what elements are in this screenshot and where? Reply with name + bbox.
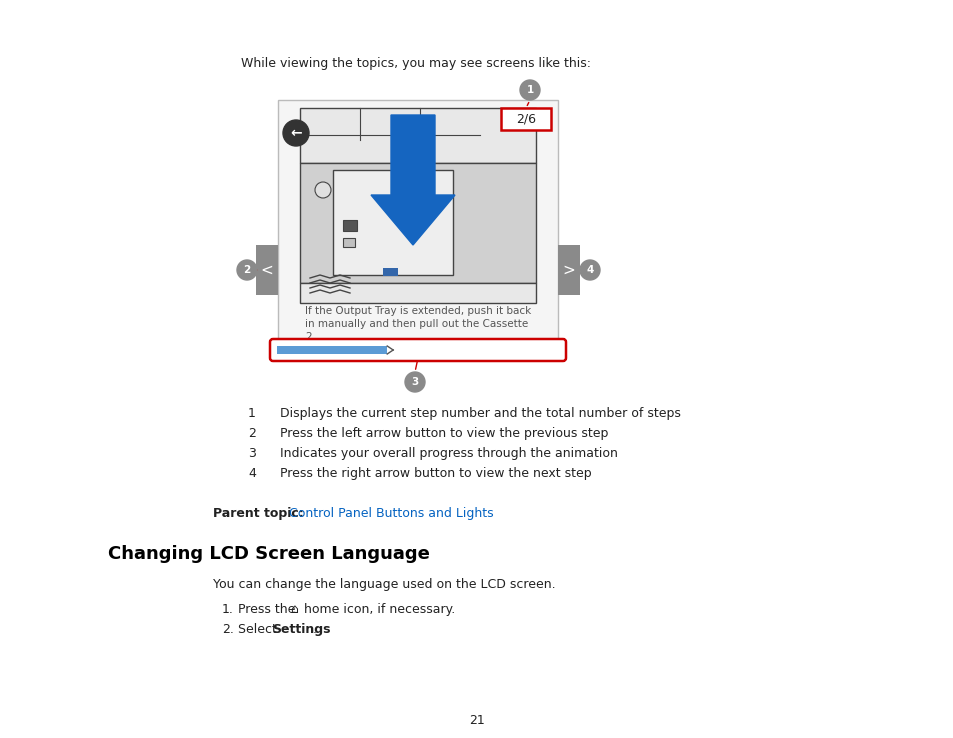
FancyBboxPatch shape [299,108,536,163]
Polygon shape [371,115,455,245]
Text: ⌂: ⌂ [290,603,297,616]
Text: 4: 4 [586,265,593,275]
Text: If the Output Tray is extended, push it back
in manually and then pull out the C: If the Output Tray is extended, push it … [305,306,531,342]
Text: Press the: Press the [237,603,299,616]
Text: 1: 1 [248,407,255,420]
Text: ←: ← [290,126,301,140]
Text: 1.: 1. [222,603,233,616]
Text: 3: 3 [248,447,255,460]
Text: Displays the current step number and the total number of steps: Displays the current step number and the… [280,407,680,420]
Text: 1: 1 [526,85,533,95]
FancyBboxPatch shape [277,100,558,350]
Text: You can change the language used on the LCD screen.: You can change the language used on the … [213,578,555,591]
Text: .: . [313,623,316,636]
FancyBboxPatch shape [343,238,355,247]
Text: Changing LCD Screen Language: Changing LCD Screen Language [108,545,430,563]
Circle shape [579,260,599,280]
FancyBboxPatch shape [255,245,277,295]
Text: While viewing the topics, you may see screens like this:: While viewing the topics, you may see sc… [241,57,590,70]
Circle shape [519,80,539,100]
Text: Select: Select [237,623,280,636]
Text: 2: 2 [243,265,251,275]
Text: Press the right arrow button to view the next step: Press the right arrow button to view the… [280,467,591,480]
Text: <: < [260,263,274,277]
FancyBboxPatch shape [276,346,387,354]
FancyBboxPatch shape [299,163,536,283]
Text: 4: 4 [248,467,255,480]
Text: 2.: 2. [222,623,233,636]
Text: 3: 3 [411,377,418,387]
Text: home icon, if necessary.: home icon, if necessary. [299,603,455,616]
Text: Control Panel Buttons and Lights: Control Panel Buttons and Lights [289,507,493,520]
Circle shape [236,260,256,280]
Text: Parent topic:: Parent topic: [213,507,308,520]
Text: 2/6: 2/6 [516,112,536,125]
FancyBboxPatch shape [500,108,551,130]
FancyBboxPatch shape [270,339,565,361]
Text: Press the left arrow button to view the previous step: Press the left arrow button to view the … [280,427,608,440]
Circle shape [405,372,424,392]
FancyBboxPatch shape [333,170,453,275]
Circle shape [314,182,331,198]
Text: 21: 21 [469,714,484,727]
FancyBboxPatch shape [299,283,536,303]
Text: 2: 2 [248,427,255,440]
FancyBboxPatch shape [558,245,579,295]
FancyBboxPatch shape [343,220,356,231]
FancyBboxPatch shape [382,268,397,276]
Circle shape [283,120,309,146]
Text: Settings: Settings [272,623,330,636]
Text: Indicates your overall progress through the animation: Indicates your overall progress through … [280,447,618,460]
Text: >: > [562,263,575,277]
